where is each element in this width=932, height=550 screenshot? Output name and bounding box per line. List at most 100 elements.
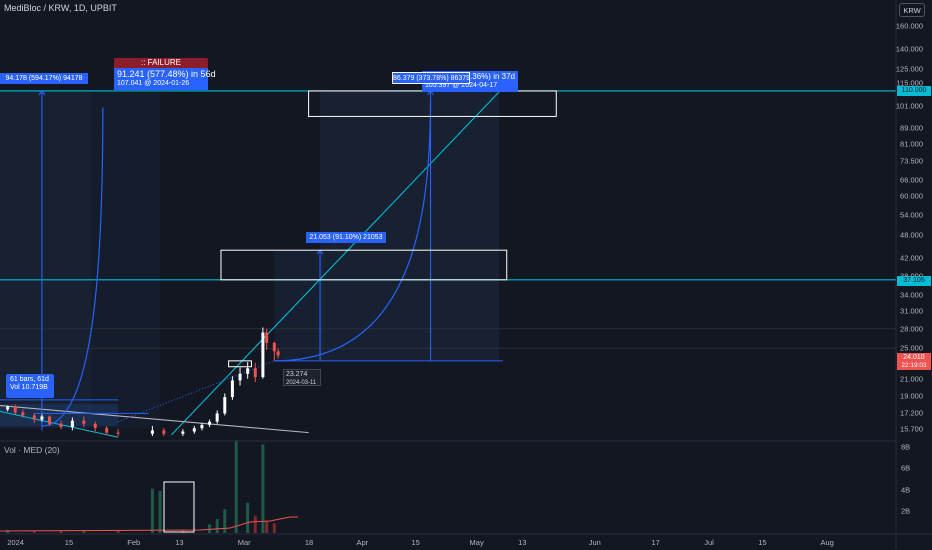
volume-bar	[253, 515, 257, 533]
price-tick-label: 140.000	[895, 44, 923, 54]
price-tick-label: 115.000	[896, 78, 923, 88]
target-box	[228, 360, 252, 368]
candle-body	[40, 416, 44, 420]
bars-volume: Vol 10.719B	[10, 384, 48, 391]
candle-body	[13, 406, 17, 413]
price-tick-label: 19.000	[900, 391, 923, 401]
candle-body	[265, 332, 269, 343]
failure-badge[interactable]: :: FAILURE	[114, 58, 208, 68]
time-tick-label: May	[469, 538, 484, 547]
price-tick-label: 15.700	[900, 424, 923, 434]
price-tick-label: 17.200	[900, 408, 923, 418]
bars-count: 61 bars, 61d	[10, 376, 49, 383]
candle-body	[21, 412, 25, 416]
volume-bars	[0, 440, 298, 533]
time-tick-label: 17	[651, 538, 660, 547]
price-tick-label: 160.000	[895, 21, 923, 31]
volume-bar	[59, 530, 63, 533]
target-box	[220, 249, 508, 281]
right-behind-main: ...36%) in 37d	[465, 72, 515, 81]
failure-label[interactable]: 91.241 (577.48%) in 56d 107.041 @ 2024-0…	[114, 68, 216, 90]
bar-countdown: 22:19:03	[901, 362, 927, 369]
trend-line	[0, 404, 309, 434]
currency-button[interactable]: KRW	[899, 3, 925, 17]
candle-body	[6, 406, 10, 410]
candle-body	[276, 351, 280, 356]
time-tick-label: 15	[758, 538, 767, 547]
trend-line	[171, 87, 504, 436]
time-tick-label: Jul	[704, 538, 714, 547]
candle-body	[48, 416, 52, 424]
time-tick-label: 2024	[7, 538, 24, 547]
low-date: 2024-03-11	[286, 380, 317, 386]
price-tick-label: 66.000	[900, 175, 923, 185]
failure-projection-curve	[41, 107, 104, 427]
right-projection-curve	[274, 99, 432, 362]
volume-bar	[215, 518, 219, 533]
left-zone-2	[91, 90, 161, 429]
volume-bar	[234, 440, 238, 533]
right-behind-sub: 105.397 @ 2024-04-17	[425, 82, 498, 89]
volume-bar	[208, 524, 212, 533]
volume-indicator-label[interactable]: Vol · MED (20)	[4, 445, 60, 455]
dotted-link-line	[117, 360, 275, 423]
candle-body	[238, 373, 242, 381]
right-measure-label[interactable]: 86.379 (373.78%) 86379	[392, 72, 470, 84]
candle-body	[59, 423, 63, 428]
volume-ma-line	[0, 516, 298, 532]
price-tick-label: 34.000	[900, 290, 923, 300]
candle-body	[150, 430, 154, 434]
mid-zone	[274, 250, 324, 361]
level-110-tag: 110.000	[897, 86, 931, 96]
low-price-label[interactable]: 23.274 2024-03-11	[283, 369, 321, 386]
time-tick-label: 15	[411, 538, 420, 547]
candle-body	[70, 420, 74, 428]
volume-bar	[181, 529, 185, 533]
candle-body	[200, 424, 204, 429]
mid-measure-label[interactable]: 21.053 (91.10%) 21053	[306, 232, 386, 243]
price-tick-label: 60.000	[900, 191, 923, 201]
left-measure-arrow-head	[38, 90, 46, 96]
price-tick-label: 21.000	[900, 374, 923, 384]
price-tick-label: 42.000	[900, 253, 923, 263]
candle-body	[192, 428, 196, 432]
bars-range-zone	[0, 404, 119, 426]
time-tick-label: 18	[304, 538, 314, 547]
candle-body	[246, 368, 250, 374]
candle-body	[116, 432, 120, 434]
level-37-tag: 37.105	[897, 276, 931, 286]
volume-bar	[246, 502, 250, 533]
bars-range-label[interactable]: 61 bars, 61d Vol 10.719B	[6, 374, 54, 398]
price-tick-label: 73.500	[900, 156, 923, 166]
time-tick-label: 13	[518, 538, 527, 547]
time-tick-label: 13	[175, 538, 184, 547]
price-tick-label: 101.000	[895, 101, 923, 111]
volume-tick-label: 6B	[901, 463, 911, 473]
time-tick-label: 15	[64, 538, 74, 547]
volume-bar	[223, 509, 227, 533]
failure-main: 91.241 (577.48%) in 56d	[117, 69, 216, 79]
grid-lines	[0, 328, 896, 349]
candle-body	[181, 431, 185, 434]
price-tick-label: 89.000	[900, 123, 923, 133]
measure-zones	[0, 90, 500, 429]
price-tick-label: 31.000	[900, 306, 923, 316]
volume-bar	[265, 521, 269, 533]
price-tick-label: 48.000	[900, 230, 923, 240]
time-tick-label: Jun	[588, 538, 601, 547]
candle-body	[82, 420, 86, 424]
left-measure-label[interactable]: 94.178 (594.17%) 94178	[0, 73, 88, 84]
volume-tick-label: 8B	[901, 442, 911, 452]
current-price: 24.010	[903, 354, 925, 361]
price-tick-label: 125.000	[895, 64, 923, 74]
volume-bar	[116, 530, 120, 533]
price-tick-label: 81.000	[900, 139, 923, 149]
candle-body	[230, 380, 234, 398]
low-price: 23.274	[286, 371, 308, 378]
candle-body	[105, 428, 109, 433]
chart-title: MediBloc / KRW, 1D, UPBIT	[4, 3, 117, 13]
time-tick-label: Mar	[237, 538, 251, 547]
candles	[6, 327, 280, 437]
price-tick-label: 54.000	[900, 210, 923, 220]
